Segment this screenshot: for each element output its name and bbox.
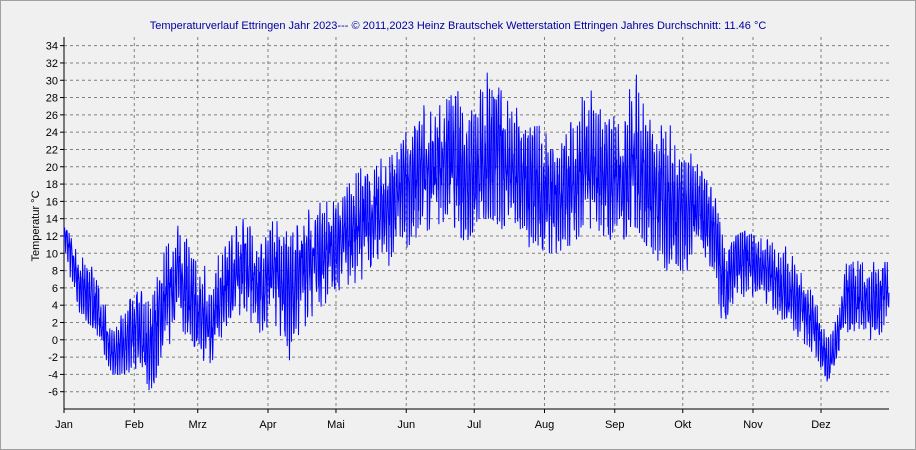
y-tick-label: 32: [46, 58, 58, 70]
y-tick-label: 8: [52, 266, 58, 278]
y-tick-label: 12: [46, 231, 58, 243]
x-tick-label: Apr: [259, 419, 276, 431]
chart-title: Temperaturverlauf Ettringen Jahr 2023---…: [149, 20, 767, 32]
y-axis-label: Temperatur °C: [30, 190, 42, 261]
plot-area: [63, 72, 890, 391]
y-tick-label: 18: [46, 179, 58, 191]
x-tick-label: Aug: [535, 419, 555, 431]
y-tick-label: 26: [46, 110, 58, 122]
x-axis: Jan Feb Mrz Apr Mai Jun Jul Aug Sep Okt Nov Dez: [55, 408, 889, 431]
y-tick-label: 30: [46, 75, 58, 87]
y-tick-label: 2: [52, 317, 58, 329]
y-tick-label: 34: [46, 41, 58, 53]
temperature-series-line: [63, 72, 890, 391]
y-tick-label: 24: [46, 127, 58, 139]
y-tick-label: -2: [48, 352, 58, 364]
y-tick-label: 10: [46, 248, 58, 260]
y-tick-label: 14: [46, 214, 58, 226]
y-tick-label: -6: [48, 387, 58, 399]
x-tick-label: Sep: [605, 419, 625, 431]
x-tick-label: Mai: [327, 419, 345, 431]
x-tick-label: Nov: [743, 419, 763, 431]
y-tick-label: 16: [46, 196, 58, 208]
y-tick-label: 22: [46, 144, 58, 156]
x-tick-label: Jan: [55, 419, 73, 431]
y-tick-label: 4: [52, 300, 58, 312]
y-tick-label: 28: [46, 93, 58, 105]
y-tick-label: -4: [48, 369, 58, 381]
x-tick-label: Feb: [125, 419, 144, 431]
x-tick-label: Jul: [467, 419, 481, 431]
y-tick-label: 20: [46, 162, 58, 174]
plot-background: [64, 37, 889, 409]
x-tick-label: Dez: [811, 419, 831, 431]
x-tick-label: Okt: [674, 419, 691, 431]
grid-lines: [63, 37, 889, 409]
x-tick-label: Jun: [397, 419, 415, 431]
x-tick-label: Mrz: [189, 419, 207, 431]
y-tick-label: 0: [52, 335, 58, 347]
y-tick-label: 6: [52, 283, 58, 295]
